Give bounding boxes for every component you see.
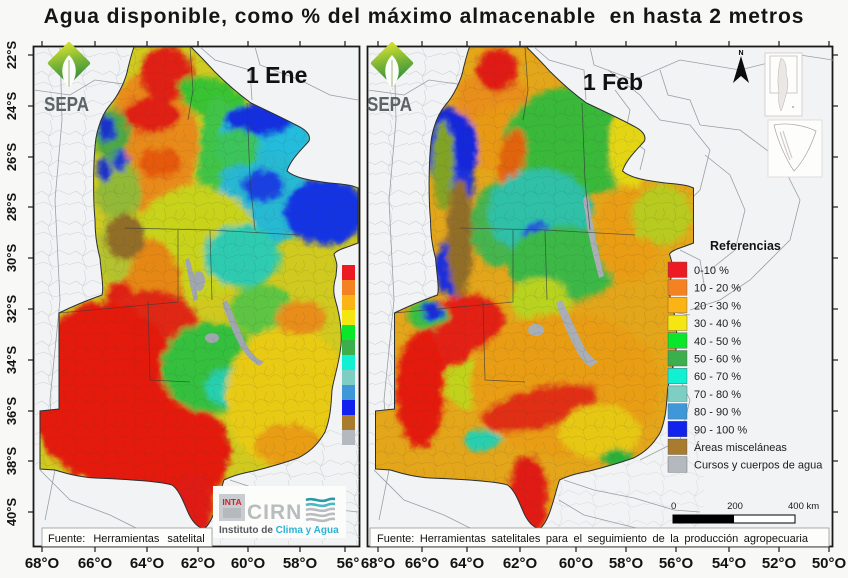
svg-text:22°S: 22°S [4,41,19,70]
svg-text:10 - 20 %: 10 - 20 % [694,283,741,295]
svg-text:64°O: 64°O [130,555,165,572]
svg-text:1 Feb: 1 Feb [583,69,643,95]
svg-text:0-10 %: 0-10 % [694,265,729,277]
svg-text:62°O: 62°O [503,555,538,572]
svg-text:Cursos y cuerpos de agua: Cursos y cuerpos de agua [694,460,823,472]
svg-text:SEPA: SEPA [44,94,89,116]
svg-text:62°O: 62°O [181,555,216,572]
svg-text:Áreas misceláneas: Áreas misceláneas [694,441,787,454]
svg-text:Agua disponible, como % del má: Agua disponible, como % del máximo almac… [44,5,805,28]
svg-text:64°O: 64°O [450,555,485,572]
svg-text:28°S: 28°S [4,193,19,222]
svg-text:58°O: 58°O [609,555,644,572]
svg-text:20 - 30 %: 20 - 30 % [694,300,741,312]
svg-text:INTA: INTA [222,497,241,507]
svg-text:90 - 100 %: 90 - 100 % [694,424,747,436]
svg-text:50°O: 50°O [812,555,847,572]
svg-text:60°O: 60°O [231,555,266,572]
svg-text:40 - 50 %: 40 - 50 % [694,336,741,348]
svg-text:66°O: 66°O [405,555,440,572]
svg-text:56°: 56° [337,555,360,572]
svg-text:56°O: 56°O [659,555,694,572]
svg-text:54°O: 54°O [712,555,747,572]
svg-text:24°S: 24°S [4,92,19,121]
svg-text:CIRN: CIRN [247,501,302,524]
svg-text:Instituto de Clima y Agua: Instituto de Clima y Agua [219,525,339,536]
svg-text:34°S: 34°S [4,346,19,375]
svg-text:N: N [738,50,743,57]
svg-text:60°O: 60°O [559,555,594,572]
svg-text:26°S: 26°S [4,143,19,172]
svg-text:38°S: 38°S [4,447,19,476]
svg-text:Fuente: Herramientas satelital: Fuente: Herramientas satelital [48,533,205,545]
svg-text:58°O: 58°O [283,555,318,572]
svg-text:52°O: 52°O [762,555,797,572]
svg-text:Referencias: Referencias [710,239,781,253]
svg-text:36°S: 36°S [4,397,19,426]
svg-text:30°S: 30°S [4,244,19,273]
svg-text:1 Ene: 1 Ene [246,62,307,88]
svg-text:80 - 90 %: 80 - 90 % [694,407,741,419]
svg-text:68°O: 68°O [25,555,60,572]
svg-text:60 - 70 %: 60 - 70 % [694,371,741,383]
svg-text:32°S: 32°S [4,295,19,324]
svg-text:70 - 80 %: 70 - 80 % [694,389,741,401]
svg-text:66°O: 66°O [78,555,113,572]
svg-text:200: 200 [727,501,743,512]
svg-text:Fuente: Herramientas satelital: Fuente: Herramientas satelitales para el… [377,533,809,545]
svg-text:400 km: 400 km [788,501,819,512]
svg-text:30 - 40 %: 30 - 40 % [694,318,741,330]
svg-text:0: 0 [671,501,676,512]
svg-text:40°S: 40°S [4,498,19,527]
svg-text:68°O: 68°O [361,555,396,572]
svg-text:50 - 60 %: 50 - 60 % [694,354,741,366]
